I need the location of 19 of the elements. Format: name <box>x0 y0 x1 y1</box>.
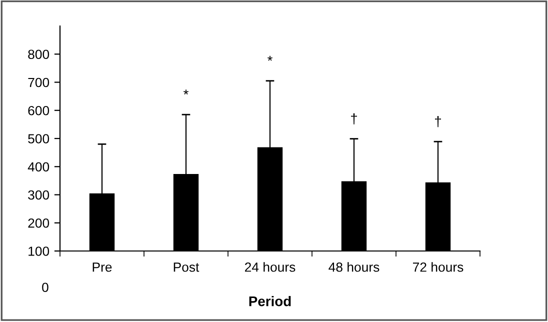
y-tick-label: 300 <box>28 190 50 200</box>
x-tick-label: 72 hours <box>413 262 464 272</box>
annotation: * <box>268 56 272 61</box>
y-tick-label: 100 <box>28 246 50 256</box>
x-tick-label: 24 hours <box>244 262 296 272</box>
y-tick-label: 700 <box>28 78 50 88</box>
x-tick-label: 48 hours <box>328 262 380 272</box>
x-tick-label: Post <box>174 262 200 272</box>
annotation: * <box>184 90 188 95</box>
y-tick-label: 500 <box>28 134 50 144</box>
annotation: † <box>351 113 357 124</box>
y-tick-label: 800 <box>28 50 50 60</box>
x-tick-label: Pre <box>92 262 112 272</box>
y-tick-label: 400 <box>28 162 50 172</box>
x-axis-title: Period <box>249 296 291 306</box>
y-tick-label: 200 <box>28 218 50 228</box>
y-tick-label: 600 <box>28 106 50 116</box>
text: 0 <box>42 282 48 292</box>
annotation: † <box>435 116 441 128</box>
